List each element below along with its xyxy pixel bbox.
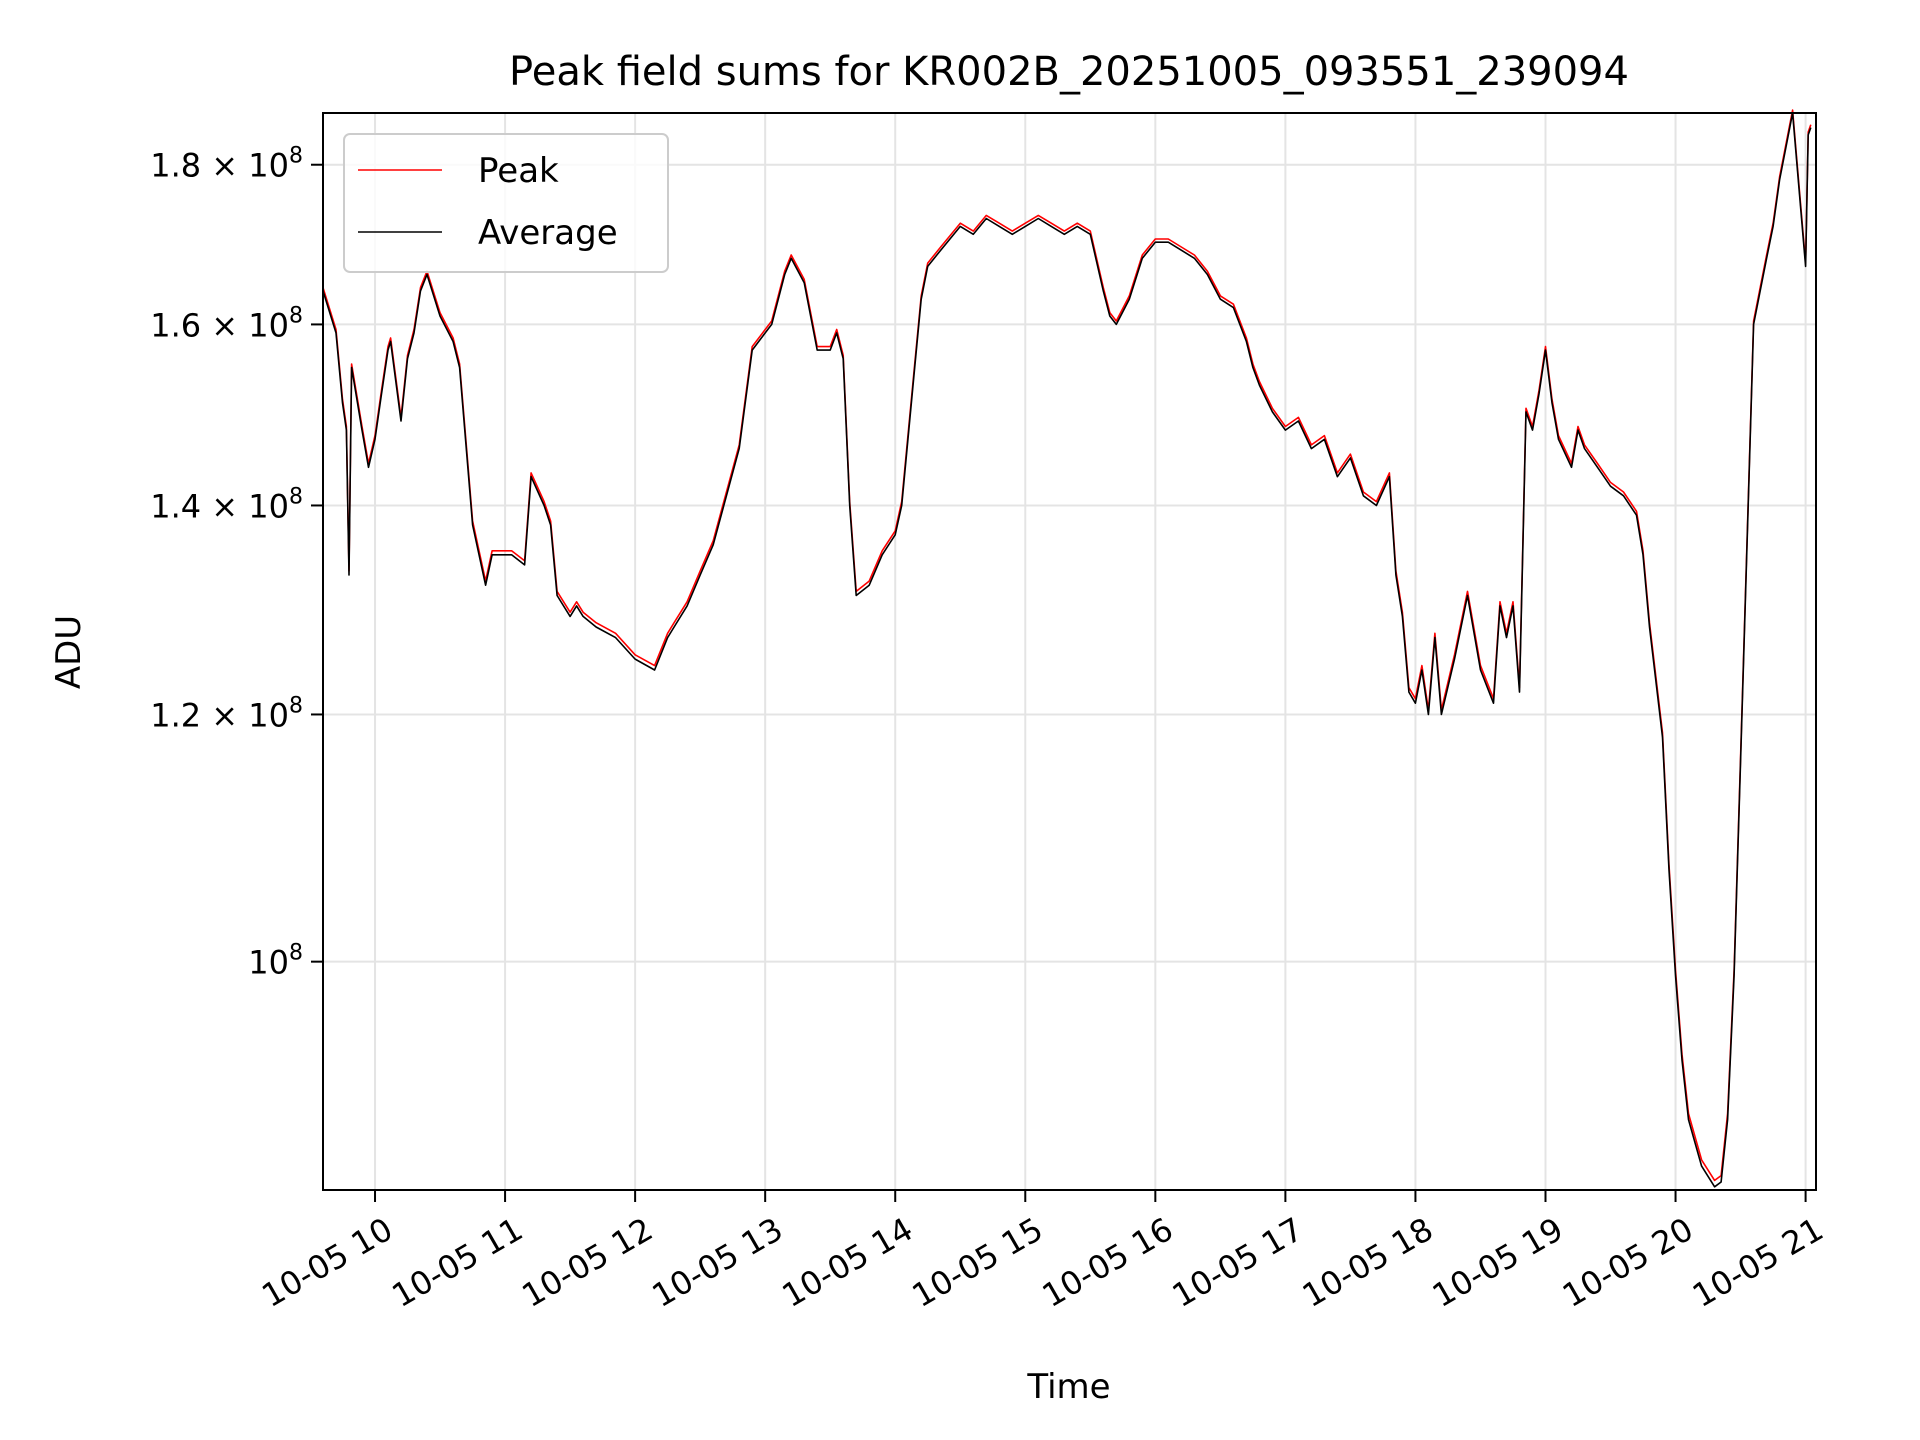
- series-line-average: [322, 112, 1812, 1188]
- y-tick-label: 1.6 × 108: [150, 303, 303, 344]
- y-tick-label: 108: [248, 941, 303, 982]
- legend-box: [343, 133, 669, 273]
- y-tick-label: 1.4 × 108: [150, 484, 303, 525]
- series-layer: [322, 109, 1812, 1188]
- y-axis-label: ADU: [49, 615, 89, 689]
- plot-frame: [322, 112, 1817, 1191]
- chart-title: Peak field sums for KR002B_20251005_0935…: [509, 49, 1629, 95]
- legend-label-average: Average: [478, 213, 618, 253]
- legend: Peak Average: [343, 133, 669, 273]
- grid: [323, 113, 1816, 1190]
- y-tick-label: 1.8 × 108: [150, 144, 303, 185]
- x-axis-label: Time: [1026, 1367, 1110, 1407]
- legend-label-peak: Peak: [478, 151, 559, 191]
- y-tick-label: 1.2 × 108: [150, 693, 303, 734]
- y-axis: 108 1.2 × 108 1.4 × 108 1.6 × 108 1.8 × 108: [150, 144, 323, 982]
